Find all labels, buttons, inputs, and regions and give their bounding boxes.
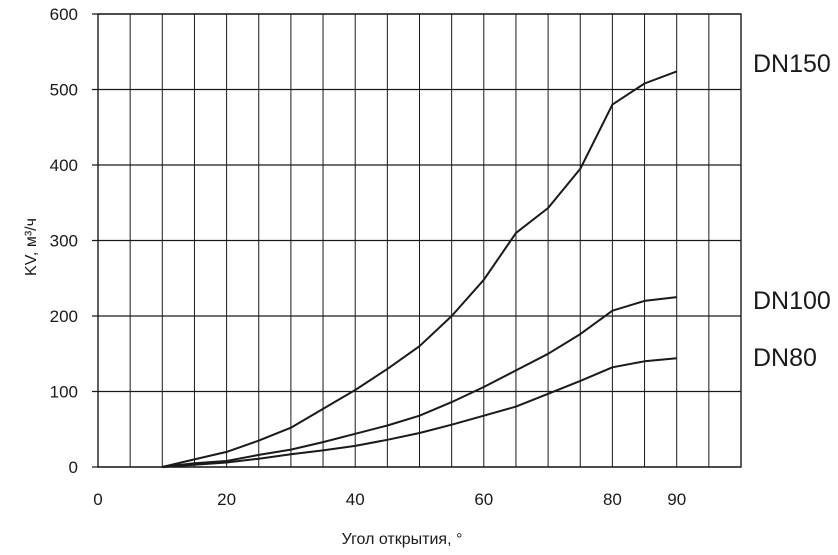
series-line-dn150 (162, 70, 678, 468)
x-tick-label: 20 (217, 490, 236, 509)
y-tick-label: 500 (50, 81, 78, 100)
series-lines (162, 70, 678, 468)
y-tick-label: 200 (50, 307, 78, 326)
x-axis-label: Угол открытия, ° (342, 531, 463, 548)
series-line-dn80 (162, 357, 677, 468)
series-labels: DN150 DN100 DN80 (753, 50, 831, 372)
series-label-dn150: DN150 (753, 50, 831, 78)
x-tick-label: 90 (667, 490, 686, 509)
tick-labels: 0 100 200 300 400 500 600 0 20 40 60 80 90 (50, 5, 687, 509)
grid (92, 13, 742, 468)
series-label-dn80: DN80 (753, 344, 817, 372)
series-label-dn100: DN100 (753, 287, 831, 315)
x-tick-label: 60 (474, 490, 493, 509)
y-tick-label: 600 (50, 5, 78, 24)
y-tick-label: 400 (50, 156, 78, 175)
y-axis-label: KV, м³/ч (23, 218, 40, 276)
x-tick-label: 40 (346, 490, 365, 509)
y-tick-label: 300 (50, 232, 78, 251)
y-tick-label: 100 (50, 383, 78, 402)
x-tick-label: 0 (93, 490, 102, 509)
y-tick-label: 0 (69, 458, 78, 477)
x-tick-label: 80 (603, 490, 622, 509)
series-line-dn100 (162, 296, 677, 468)
